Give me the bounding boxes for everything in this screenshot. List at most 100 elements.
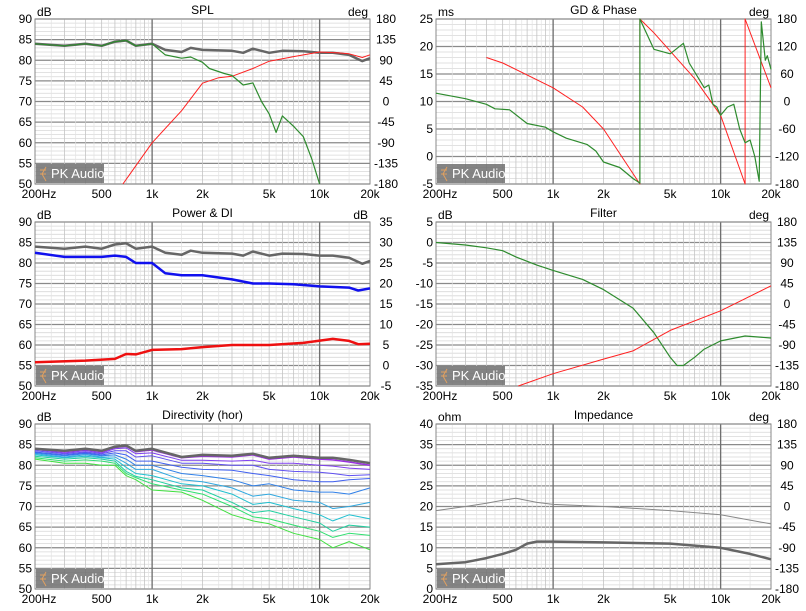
y2-tick-label: 180 — [777, 215, 797, 229]
y2-tick-label: 90 — [780, 458, 794, 472]
series-line-1 — [435, 497, 772, 525]
series-line-2 — [435, 18, 772, 184]
plot-border — [435, 221, 772, 387]
y-tick-label: 70 — [19, 500, 33, 514]
watermark-background — [437, 164, 505, 183]
x-tick-label: 200Hz — [423, 187, 458, 201]
x-tick-label: 5k — [664, 592, 678, 606]
pk-audio-logo-icon — [40, 368, 47, 384]
y2-axis-unit: deg — [749, 5, 769, 19]
y-tick-label: -20 — [416, 318, 434, 332]
watermark-text: PK Audio — [51, 368, 105, 383]
y-tick-label: 70 — [19, 95, 33, 109]
series-line-1 — [486, 18, 772, 185]
watermark-background — [36, 366, 104, 385]
x-tick-label: 2k — [196, 389, 210, 403]
y2-tick-label: -180 — [775, 582, 799, 596]
y-tick-label: -5 — [422, 256, 433, 270]
x-tick-label: 2k — [597, 389, 611, 403]
y-tick-label: 20 — [420, 40, 434, 54]
y-tick-label: 0 — [426, 236, 433, 250]
y2-tick-label: 180 — [777, 12, 797, 26]
y-tick-label: 85 — [19, 236, 33, 250]
series-line-3 — [34, 455, 371, 532]
y2-tick-label: 45 — [780, 479, 794, 493]
y-tick-label: 10 — [420, 541, 434, 555]
y-tick-label: 80 — [19, 458, 33, 472]
series-line-3 — [34, 337, 371, 364]
x-tick-label: 1k — [547, 592, 561, 606]
watermark-logo: PK Audio — [437, 164, 506, 183]
watermark-logo: PK Audio — [36, 569, 105, 588]
x-tick-label: 500 — [493, 187, 513, 201]
plot-border — [34, 423, 371, 590]
y2-tick-label: 90 — [379, 53, 393, 67]
y-tick-label: 50 — [19, 379, 33, 393]
y2-tick-label: -135 — [775, 561, 799, 575]
y-axis-unit: ohm — [438, 410, 461, 424]
series-line-7 — [34, 451, 371, 483]
y2-tick-label: 120 — [777, 40, 797, 54]
watermark-background — [36, 164, 104, 183]
y2-tick-label: -180 — [775, 379, 799, 393]
watermark-logo: PK Audio — [437, 569, 506, 588]
pk-audio-logo-icon — [441, 166, 448, 182]
y-tick-label: 5 — [426, 215, 433, 229]
x-tick-label: 500 — [493, 592, 513, 606]
chart-title: Impedance — [574, 408, 634, 422]
y-tick-label: 60 — [19, 136, 33, 150]
y-tick-label: -30 — [416, 359, 434, 373]
y-axis-unit: ms — [438, 5, 454, 19]
chart-title: Power & DI — [172, 206, 233, 220]
y2-tick-label: -45 — [377, 115, 395, 129]
y-tick-label: 60 — [19, 541, 33, 555]
y-tick-label: 65 — [19, 318, 33, 332]
chart-title: Filter — [590, 206, 617, 220]
chart-panel-gd-phase: PK Audio GD & Phase ms deg -5 0 5 10 15 20 25 -180 -… — [420, 3, 800, 201]
x-tick-label: 500 — [92, 187, 112, 201]
y2-tick-label: 5 — [383, 338, 390, 352]
x-tick-label: 2k — [597, 187, 611, 201]
plot-border — [34, 221, 371, 387]
y2-tick-label: 25 — [379, 256, 393, 270]
chart-panel-directivity-hor-: PK Audio Directivity (hor) dB 50 55 60 65 70 75 8… — [19, 408, 381, 606]
y2-tick-label: 135 — [777, 438, 797, 452]
chart-panel-spl: PK Audio SPL dB deg 50 55 60 65 70 75 80 85 90 -180 -1… — [19, 3, 399, 201]
x-tick-label: 200Hz — [22, 389, 57, 403]
y2-tick-label: 135 — [376, 33, 396, 47]
y-tick-label: 90 — [19, 417, 33, 431]
y-tick-label: 5 — [426, 561, 433, 575]
x-tick-label: 200Hz — [423, 592, 458, 606]
series-line-2 — [34, 457, 371, 538]
chart-title: GD & Phase — [570, 3, 637, 17]
series-line-5 — [34, 453, 371, 510]
y2-axis-unit: deg — [348, 5, 368, 19]
y2-tick-label: -60 — [778, 122, 796, 136]
series-line-11 — [34, 444, 371, 465]
y-axis-unit: dB — [37, 208, 52, 222]
y-tick-label: 25 — [420, 12, 434, 26]
y-tick-label: 75 — [19, 277, 33, 291]
y-axis-unit: dB — [37, 5, 52, 19]
y2-tick-label: 45 — [780, 277, 794, 291]
x-tick-label: 20k — [360, 389, 380, 403]
y2-axis-unit: deg — [749, 208, 769, 222]
watermark-background — [437, 569, 505, 588]
watermark-text: PK Audio — [51, 166, 105, 181]
series-line-3 — [34, 39, 321, 185]
x-tick-label: 5k — [263, 592, 277, 606]
pk-audio-logo-icon — [441, 571, 448, 587]
watermark-text: PK Audio — [452, 166, 506, 181]
x-tick-label: 1k — [146, 592, 160, 606]
y2-tick-label: -90 — [778, 338, 796, 352]
x-tick-label: 5k — [263, 389, 277, 403]
y-tick-label: -15 — [416, 297, 434, 311]
y-tick-label: -5 — [422, 177, 433, 191]
series-line-1 — [435, 241, 772, 367]
x-tick-label: 1k — [547, 389, 561, 403]
y2-tick-label: 0 — [383, 359, 390, 373]
x-tick-label: 500 — [493, 389, 513, 403]
watermark-logo: PK Audio — [36, 366, 105, 385]
y-tick-label: 75 — [19, 74, 33, 88]
